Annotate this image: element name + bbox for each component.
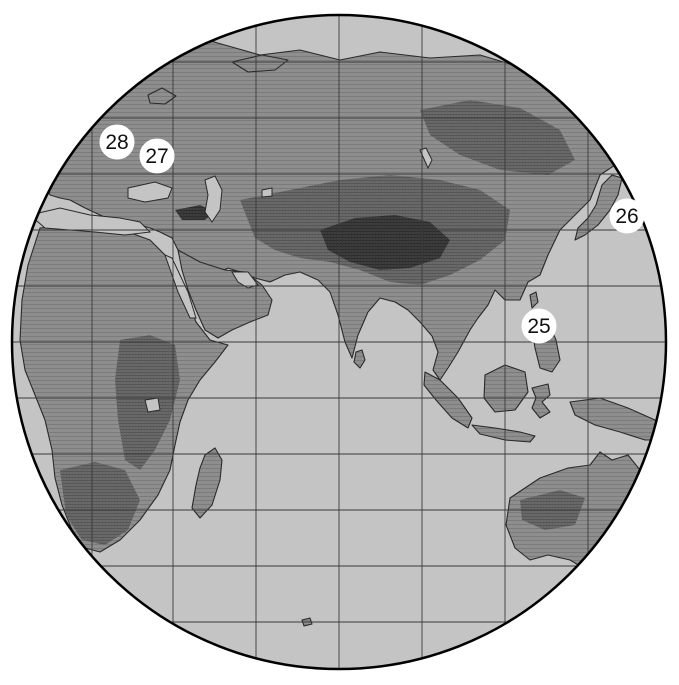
marker-26[interactable]: 26 [609,198,645,234]
landmass-sulawesi [531,383,551,419]
map-markers: 28 27 26 25 [99,124,645,344]
landmass-sri-lanka [353,349,366,369]
caspian-sea [204,175,223,223]
marker-circle [99,124,135,160]
landmass-arctic-island [147,87,177,105]
marker-circle [521,308,557,344]
mountains [175,205,450,270]
landmass-java [471,424,536,443]
mountain-tibet [320,215,450,270]
mediterranean-sea [28,207,152,236]
landmass-sumatra [423,371,473,429]
landmass-borneo [483,364,529,413]
black-sea [127,181,173,203]
marker-label: 25 [527,315,550,338]
lake-balkhash [261,187,273,198]
marker-label: 28 [105,131,128,154]
highland-siberia [420,100,575,175]
lake-victoria [144,397,161,413]
marker-25[interactable]: 25 [521,308,557,344]
globe-outline [10,13,668,671]
marker-circle [609,198,645,234]
highland-southern-africa [60,462,140,545]
landmass-taiwan [529,291,539,309]
inland-waters [28,147,433,413]
mountain-caucasus [175,205,215,220]
marker-circle [139,138,175,174]
marker-28[interactable]: 28 [99,124,135,160]
lake-baikal [419,147,433,170]
marker-label: 26 [615,205,638,228]
landmass-arabia [177,249,273,339]
marker-27[interactable]: 27 [139,138,175,174]
landmass-arctic-island [231,54,289,73]
persian-gulf [231,271,259,289]
marker-label: 27 [145,145,168,168]
